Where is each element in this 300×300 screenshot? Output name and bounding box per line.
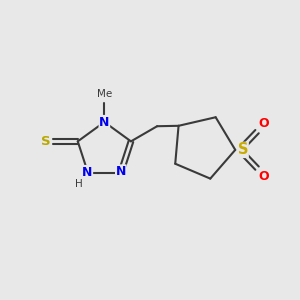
Text: N: N xyxy=(82,166,92,178)
Text: N: N xyxy=(116,165,126,178)
Text: O: O xyxy=(258,170,269,183)
Text: S: S xyxy=(238,142,248,158)
Text: Me: Me xyxy=(97,89,112,99)
Text: N: N xyxy=(99,116,110,128)
Text: H: H xyxy=(75,179,83,189)
Text: O: O xyxy=(258,117,269,130)
Text: S: S xyxy=(41,135,50,148)
